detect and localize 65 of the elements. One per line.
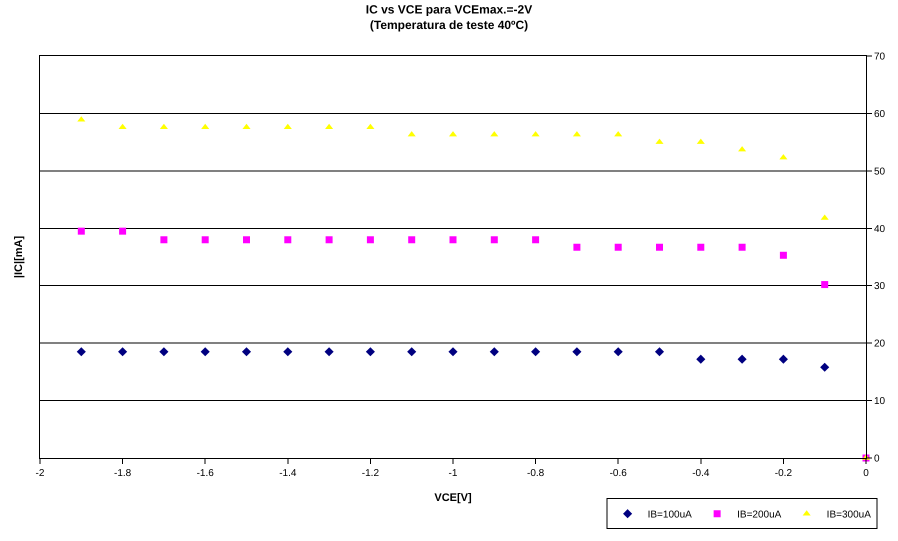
point <box>326 236 333 244</box>
point <box>738 244 746 251</box>
x-tick-label: -2 <box>36 468 45 479</box>
point <box>450 236 456 244</box>
legend-label: IB=200uA <box>737 510 782 521</box>
y-tick-label: 40 <box>874 224 886 235</box>
point <box>284 236 292 244</box>
x-tick-label: -1.6 <box>196 468 214 479</box>
point <box>532 236 540 244</box>
legend-label: IB=300uA <box>826 510 872 521</box>
point <box>202 236 209 244</box>
x-tick-label: -1 <box>448 468 458 479</box>
x-tick-label: -1.8 <box>114 468 132 479</box>
x-tick-label: 0 <box>863 468 870 479</box>
point <box>614 347 623 356</box>
x-tick-label: -0.4 <box>692 468 710 479</box>
x-tick-label: -0.6 <box>610 468 628 479</box>
point <box>242 347 252 356</box>
point <box>119 228 126 235</box>
y-axis-title: |IC|[mA] <box>13 236 26 278</box>
point <box>614 244 622 251</box>
point <box>160 236 168 244</box>
y-tick-label: 10 <box>874 396 886 408</box>
point <box>738 354 747 364</box>
chart-subtitle: (Temperatura de teste 40ºC) <box>370 18 528 32</box>
x-tick-label: -0.8 <box>526 468 545 479</box>
point <box>200 347 210 356</box>
point <box>780 252 787 259</box>
point <box>821 281 828 288</box>
point <box>654 347 664 356</box>
point <box>697 244 704 251</box>
point <box>78 228 85 235</box>
point <box>448 347 458 356</box>
x-axis-title: VCE[V] <box>434 492 472 504</box>
point <box>778 354 788 364</box>
x-tick-label: -1.2 <box>362 468 380 479</box>
point <box>366 236 374 244</box>
point <box>696 354 706 364</box>
point <box>573 244 580 251</box>
point <box>490 347 499 356</box>
point <box>820 362 830 372</box>
point <box>490 236 498 244</box>
point <box>656 244 663 251</box>
x-tick-label: -0.2 <box>774 468 792 479</box>
y-tick-label: 60 <box>874 108 886 120</box>
point <box>243 236 250 244</box>
point <box>76 347 86 356</box>
y-tick-label: 0 <box>874 454 880 464</box>
point <box>572 347 582 356</box>
point <box>159 347 168 356</box>
chart-title: IC vs VCE para VCEmax.=-2V <box>366 2 532 17</box>
point <box>283 347 292 356</box>
point <box>407 347 416 356</box>
point <box>820 214 829 220</box>
point <box>408 236 416 244</box>
x-tick-label: -1.4 <box>279 468 297 479</box>
y-tick-label: 20 <box>874 338 886 350</box>
point <box>324 347 334 356</box>
point <box>366 347 375 356</box>
point <box>531 347 540 356</box>
point <box>118 347 128 356</box>
y-tick-label: 50 <box>874 166 886 178</box>
y-tick-label: 70 <box>874 52 886 62</box>
y-tick-label: 30 <box>874 281 886 292</box>
legend-label: IB=100uA <box>648 510 692 521</box>
